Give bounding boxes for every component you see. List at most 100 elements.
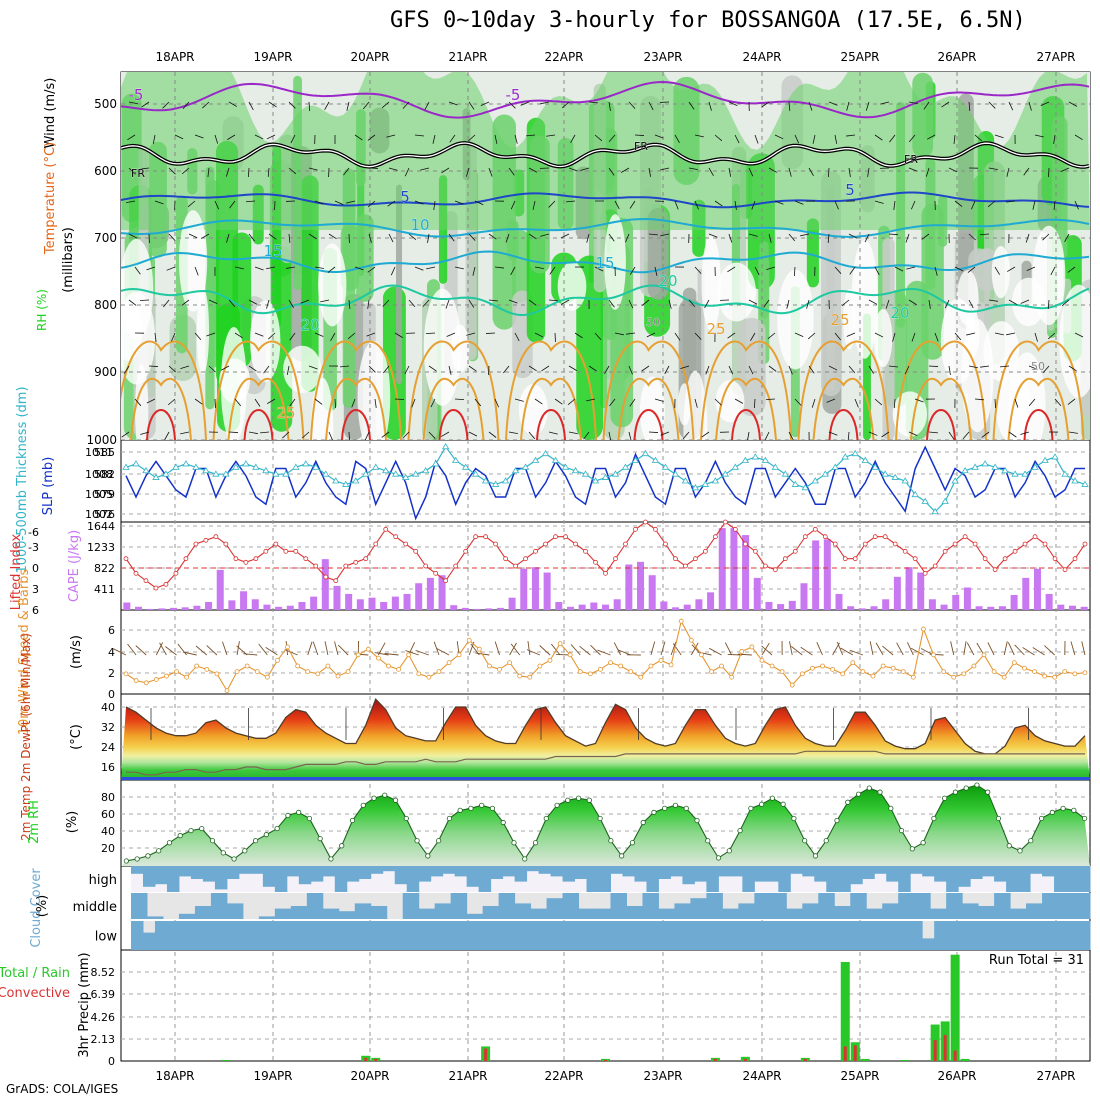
wind-barb (494, 134, 498, 144)
cloud-bar (970, 866, 983, 879)
surface-wind-barb (791, 646, 803, 656)
wind-barb (123, 365, 130, 374)
wind-barb (367, 200, 376, 208)
thickness-line-marker (511, 466, 520, 474)
rh-line-marker (759, 801, 765, 807)
surface-wind-barb (869, 641, 874, 656)
wind-barb (180, 431, 190, 435)
cape-bar (765, 601, 773, 610)
wind-barb (402, 431, 410, 439)
wind-barb (1074, 134, 1083, 141)
wind-barb (874, 200, 884, 204)
wind-barb (474, 200, 484, 206)
cloud-bar (274, 908, 292, 919)
wind-barb (488, 431, 497, 438)
wind-barb (1047, 299, 1050, 310)
rh-clear-patch (678, 383, 691, 426)
thickness-line-marker (521, 463, 530, 470)
precip-total-bar (860, 1058, 870, 1061)
lifted-index-tick-label: 6 (32, 604, 39, 617)
wind-speed-line-marker (133, 678, 139, 683)
wind-barb (694, 398, 698, 408)
wind-speed-line-marker (537, 663, 543, 669)
surface-wind-barb (384, 653, 399, 656)
wind-barb (708, 101, 712, 111)
thickness-line-marker (541, 449, 550, 457)
thickness-line-marker (941, 497, 949, 504)
wind-barb (266, 134, 276, 140)
wind-barb (227, 134, 236, 140)
wind-barb (794, 200, 804, 205)
thickness-line-marker (431, 460, 440, 467)
wind-barb (1000, 365, 1010, 368)
pressure-tick-label: 600 (94, 164, 117, 178)
contour-label: 5 (845, 181, 855, 199)
wind-speed-line-marker (264, 674, 270, 680)
rh-line-marker (156, 848, 162, 854)
cloud-bar (1042, 921, 1055, 950)
rh-line-marker (145, 853, 151, 859)
cloud-bar (646, 921, 659, 950)
wind-speed-line-marker (931, 652, 936, 658)
wind-barb (433, 200, 436, 210)
cloud-bar (910, 921, 923, 950)
lifted-index-line-marker (433, 570, 439, 576)
wind-barb (348, 431, 350, 440)
cloud-bar (922, 938, 935, 950)
cape-bar (952, 595, 960, 610)
lifted-index-line-marker (992, 567, 998, 573)
wind-barb (1074, 332, 1084, 338)
surface-wind-barb (155, 642, 164, 656)
surface-wind-barb (265, 647, 278, 656)
wind-speed-line-marker (285, 644, 290, 650)
wind-barb (705, 365, 710, 375)
wind-barb (970, 200, 976, 210)
thickness-line-marker (292, 463, 300, 470)
cloud-bar (946, 921, 959, 950)
wind-barb (168, 365, 176, 373)
wind-barb (267, 167, 270, 178)
wind-barb (164, 431, 170, 440)
thickness-line-marker (831, 463, 839, 470)
wind-speed-line-marker (961, 671, 967, 677)
cape-bar (415, 583, 423, 610)
thickness-line-marker (1001, 466, 1009, 474)
cloud-bar (850, 893, 867, 919)
cape-bar (345, 593, 353, 610)
wind-speed-line-marker (900, 669, 906, 674)
cloud-bar (1010, 908, 1027, 919)
cloud-bar (454, 866, 468, 877)
surface-wind-barb (1070, 641, 1076, 656)
thickness-line-marker (601, 473, 610, 480)
precip-tick-label: 2.13 (91, 1033, 116, 1046)
thickness-line-marker (891, 473, 899, 480)
rh-line-marker (134, 856, 140, 862)
wind-barb (962, 431, 970, 440)
wind-barb (328, 233, 337, 240)
wind-barb (954, 332, 962, 341)
thickness-line-marker (272, 470, 280, 477)
cloud-bar (610, 866, 623, 874)
surface-wind-barb (337, 644, 349, 656)
rh-clear-patch (318, 243, 347, 327)
wind-barb (454, 200, 464, 205)
cape-bar (555, 601, 563, 610)
temperature-tick-label: 40 (101, 701, 115, 714)
rh-line-marker (123, 858, 129, 864)
wind-barb (834, 134, 838, 144)
rh-clear-patch (1032, 225, 1066, 326)
cape-bar (1033, 568, 1041, 610)
wind-speed-line-marker (820, 663, 825, 669)
cloud-bar (850, 866, 863, 885)
rh-line-marker (1071, 807, 1077, 813)
surface-wind-barb (312, 641, 319, 656)
wind-barb (566, 200, 576, 203)
rh-line-marker (1038, 815, 1045, 822)
cloud-bar (530, 908, 548, 919)
wind-speed-line-marker (386, 663, 391, 669)
surface-wind-barb (1003, 641, 1008, 656)
rh-clear-patch (991, 245, 1010, 299)
temp-contour-30 (536, 409, 566, 440)
temp-contour-30 (731, 409, 761, 440)
cloud-bar (658, 921, 671, 950)
